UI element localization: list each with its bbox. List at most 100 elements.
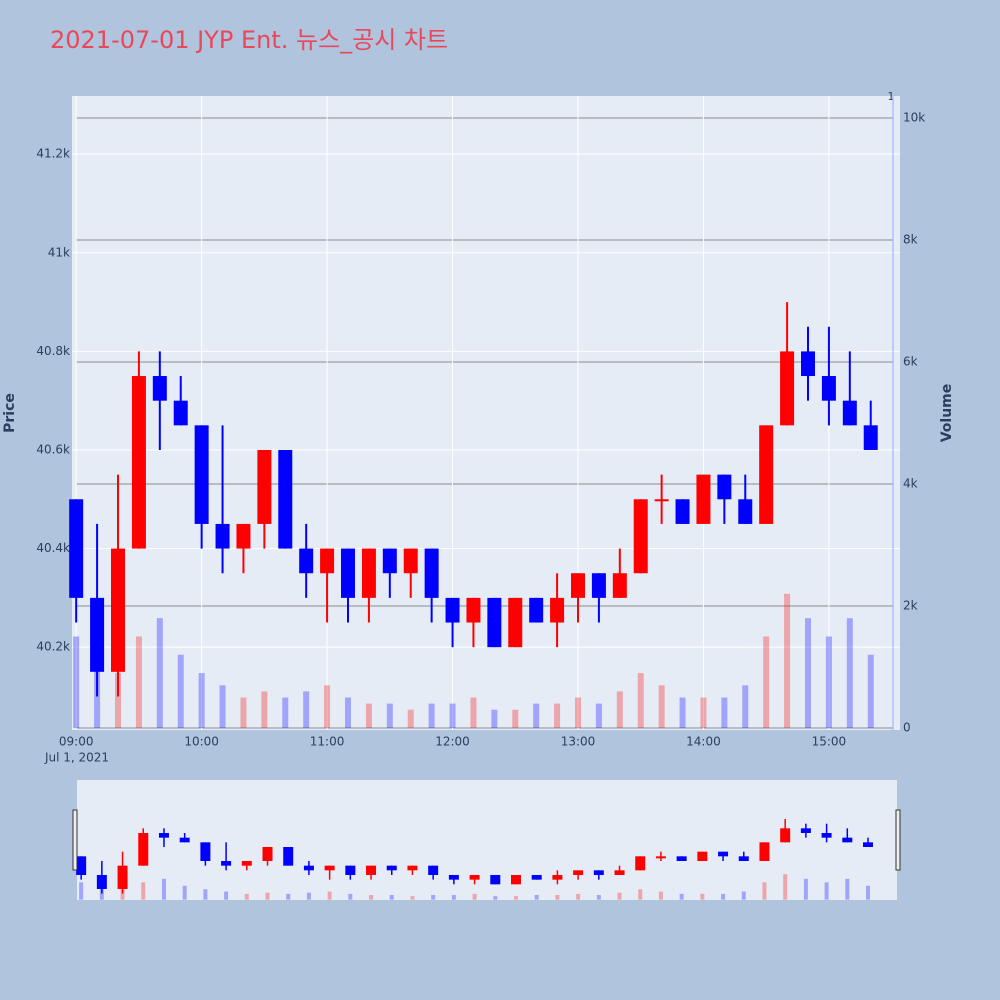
volume-bar [637,673,644,728]
candle-body [361,548,376,598]
candle-body [842,400,857,426]
mini-volume-bar [534,895,539,900]
mini-candle-body [821,833,832,838]
candle-body [780,351,795,426]
mini-volume-bar [741,891,746,900]
candle-body [696,474,711,524]
mini-volume-bar [244,893,249,900]
candle-body [194,425,209,524]
y-tick-label: 40.4k [36,541,70,555]
y2-axis-title: Volume [939,384,955,443]
mini-candle-body [448,874,459,880]
candle-body [550,597,565,623]
candle-body [215,523,230,549]
volume-bar [846,618,853,728]
x-tick-label: 14:00 [686,735,721,749]
candle-body [612,573,627,598]
mini-candle-body [303,865,314,871]
mini-candle-body [614,870,625,875]
mini-candle-body [407,865,418,871]
mini-candle-body [138,833,149,866]
volume-bar [595,703,602,728]
candle-body [341,548,355,598]
candle-body [654,499,669,502]
volume-bar [115,673,121,728]
volume-bar [156,618,163,728]
mini-volume-bar [803,878,808,900]
mini-candle-body [738,856,749,861]
mini-volume-bar [845,878,850,900]
mini-volume-bar [348,893,353,900]
y2-tick-label: 0 [903,720,911,734]
volume-bar [658,685,665,728]
candle-body [90,597,105,672]
mini-candle-body [117,865,128,889]
mini-volume-bar [555,895,560,900]
mini-candle-body [241,860,252,866]
volume-bar [805,618,811,728]
x-tick-label: 09:00 [59,735,94,749]
mini-candle-body [510,874,521,885]
mini-candle-body [863,842,874,847]
candle-body [571,573,585,598]
mini-volume-bar [451,895,456,900]
candle-body [821,376,836,401]
volume-bar [303,691,310,728]
mini-volume-bar [762,882,767,900]
mini-volume-bar [658,891,663,900]
mini-volume-bar [824,882,829,900]
candle-body [675,499,690,524]
candle-body [445,597,460,623]
volume-bar [324,685,331,728]
y2-tick-label: 8k [903,233,918,247]
volume-bar [470,697,477,728]
mini-candle-body [345,865,356,875]
volume-bar [700,697,707,728]
range-slider[interactable] [77,780,897,900]
candle-body [717,474,732,500]
mini-volume-bar [721,893,726,900]
x-tick-label: 10:00 [184,735,219,749]
candle-body [257,449,272,524]
x-tick-label: 11:00 [310,735,345,749]
y-tick-label: 40.8k [36,344,70,358]
mini-volume-bar [203,889,208,900]
mini-volume-bar [369,895,374,900]
mini-volume-bar [306,892,311,900]
mini-candle-body [552,874,563,880]
x-tick-label: 12:00 [435,735,470,749]
mini-volume-bar [265,892,270,900]
volume-bar [679,697,686,728]
annotation: 1 [888,90,895,103]
y2-tick-label: 6k [903,355,918,369]
candle-body [759,425,774,524]
candle-body [633,499,648,574]
mini-candle-body [697,851,708,861]
mini-candle-body [200,842,211,861]
mini-volume-bar [638,889,643,900]
volume-bar [177,654,184,728]
mini-volume-bar [141,882,146,900]
mini-candle-body [718,851,729,857]
range-handle-right[interactable] [895,809,901,871]
mini-volume-bar [389,895,394,900]
mini-volume-bar [224,891,229,900]
mini-candle-body [96,874,107,889]
mini-candle-body [780,828,791,843]
volume-bar [742,685,749,728]
volume-bar [365,703,372,728]
volume-bar [512,709,519,728]
mini-volume-bar [431,895,436,900]
mini-candle-body [158,833,169,838]
mini-volume-bar [493,896,498,900]
y2-tick-label: 2k [903,598,918,612]
mini-volume-bar [679,893,684,900]
volume-bar [345,697,351,728]
range-handle-left[interactable] [72,809,78,871]
volume-bar [533,703,540,728]
volume-bar [198,673,205,728]
candle-body [299,548,314,574]
y-tick-label: 40.6k [36,442,70,456]
y-axis-title: Price [2,393,18,433]
